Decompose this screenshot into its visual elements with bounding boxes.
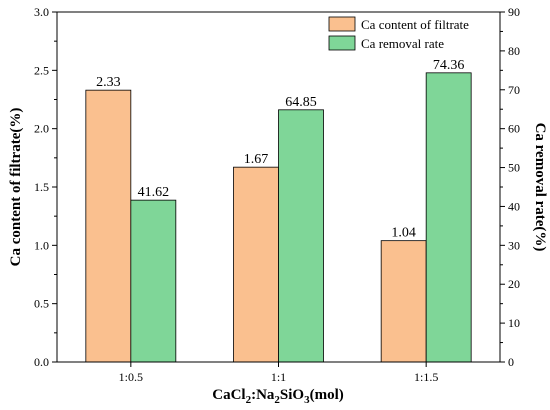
bar-value-label-series-2-1: 41.62 bbox=[138, 185, 170, 200]
x-tick-label: 1:0.5 bbox=[119, 370, 143, 384]
y-right-tick-label: 20 bbox=[508, 277, 520, 291]
y-right-tick-label: 30 bbox=[508, 238, 520, 252]
bar-value-label-series-1-3: 1.04 bbox=[391, 226, 416, 241]
y-right-tick-label: 70 bbox=[508, 83, 520, 97]
left-axis-ticks: 0.0 0.5 1.0 1.5 2.0 2.5 3.0 bbox=[34, 5, 57, 369]
legend-label-series-1: Ca content of filtrate bbox=[361, 17, 469, 32]
x-axis-ticks: 1:0.5 1:1 1:1.5 bbox=[119, 362, 438, 384]
bar-labels-group: 2.33 41.62 1.67 64.85 1.04 74.36 bbox=[96, 58, 464, 241]
y-right-tick-label: 0 bbox=[508, 355, 514, 369]
bar-value-label-series-1-1: 2.33 bbox=[96, 75, 121, 90]
y-left-tick-label: 0.5 bbox=[34, 297, 49, 311]
y-right-tick-label: 60 bbox=[508, 122, 520, 136]
bars-group bbox=[85, 72, 472, 363]
legend: Ca content of filtrate Ca removal rate bbox=[328, 16, 469, 51]
y-left-tick-label: 0.0 bbox=[34, 355, 49, 369]
legend-swatch-series-2 bbox=[328, 35, 356, 51]
y-left-tick-label: 1.0 bbox=[34, 238, 49, 252]
bar-series-2-3 bbox=[425, 72, 472, 363]
y-right-tick-label: 80 bbox=[508, 44, 520, 58]
y-axis-right-title: Ca removal rate(%) bbox=[532, 123, 548, 252]
y-right-tick-label: 10 bbox=[508, 316, 520, 330]
x-axis-title: CaCl2:Na2SiO3(mol) bbox=[212, 387, 344, 406]
y-right-tick-label: 50 bbox=[508, 161, 520, 175]
y-left-tick-label: 2.0 bbox=[34, 122, 49, 136]
bar-value-label-series-2-2: 64.85 bbox=[285, 95, 317, 110]
y-left-tick-label: 3.0 bbox=[34, 5, 49, 19]
right-axis-ticks: 0 10 20 30 40 50 60 70 80 90 bbox=[500, 5, 520, 369]
legend-label-series-2: Ca removal rate bbox=[361, 36, 444, 51]
y-right-tick-label: 40 bbox=[508, 199, 520, 213]
x-tick-label: 1:1.5 bbox=[414, 370, 438, 384]
x-tick-label: 1:1 bbox=[271, 370, 286, 384]
y-right-tick-label: 90 bbox=[508, 5, 520, 19]
legend-swatch-series-1 bbox=[328, 16, 356, 32]
bar-series-1-1 bbox=[85, 89, 132, 363]
y-left-tick-label: 1.5 bbox=[34, 180, 49, 194]
bar-series-2-2 bbox=[278, 109, 324, 363]
bar-series-1-2 bbox=[233, 166, 279, 363]
bar-value-label-series-2-3: 74.36 bbox=[433, 58, 465, 73]
bar-series-1-3 bbox=[380, 240, 427, 363]
bar-value-label-series-1-2: 1.67 bbox=[244, 152, 269, 167]
y-left-tick-label: 2.5 bbox=[34, 63, 49, 77]
bar-series-2-1 bbox=[130, 199, 177, 363]
y-axis-left-title: Ca content of filtrate(%) bbox=[8, 108, 24, 267]
